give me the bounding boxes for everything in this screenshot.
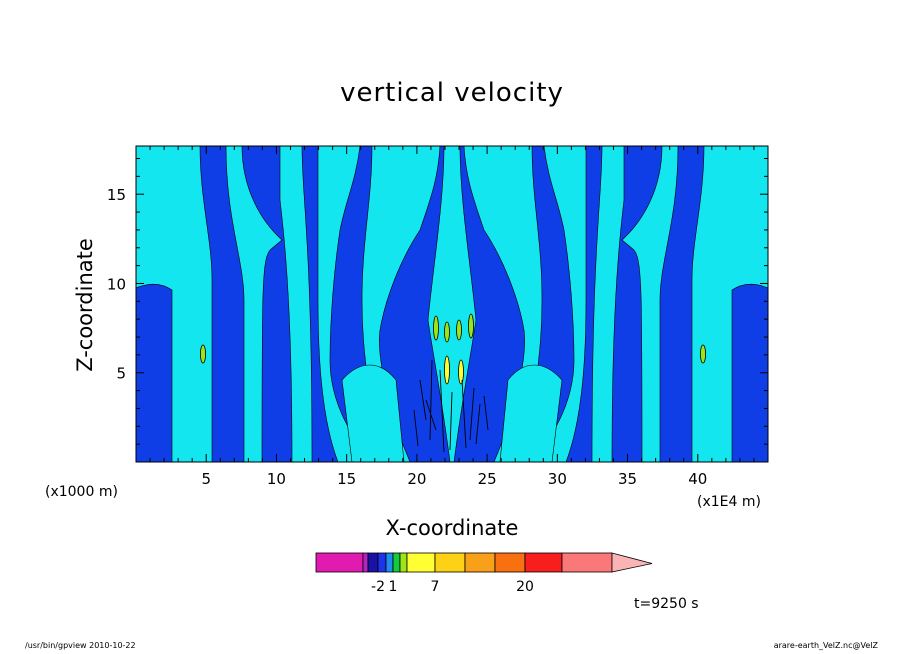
colorbar-label: 20 xyxy=(516,579,534,595)
x-tick-label: 20 xyxy=(407,470,426,488)
cyan-region-4 xyxy=(317,146,371,462)
footer-left: /usr/bin/gpview 2010-10-22 xyxy=(25,641,136,650)
cyan-region-left xyxy=(136,146,213,462)
x-axis-label: X-coordinate xyxy=(385,516,519,540)
x-tick-label: 30 xyxy=(548,470,567,488)
cyan-region-3 xyxy=(279,146,313,462)
positive-cell xyxy=(456,319,462,341)
positive-cell-strong xyxy=(444,355,450,385)
colorbar-segment xyxy=(434,552,466,573)
y-tick-label: 15 xyxy=(107,186,126,204)
colorbar-segment xyxy=(524,552,563,573)
y-tick-label: 10 xyxy=(107,275,126,293)
chart-title: vertical velocity xyxy=(340,78,564,108)
colorbar-label: -2 xyxy=(371,579,385,595)
positive-cell-strong xyxy=(458,359,464,385)
colorbar-segment xyxy=(362,552,369,573)
positive-cell xyxy=(433,315,439,341)
colorbar-extend-arrow xyxy=(611,552,653,573)
cyan-region-bottom-right xyxy=(499,364,563,462)
cyan-region-2r xyxy=(621,146,679,462)
colorbar-label: 1 xyxy=(389,579,398,595)
x-tick-label: 40 xyxy=(688,470,707,488)
x-tick-label: 15 xyxy=(337,470,356,488)
y-tick-label: 5 xyxy=(116,365,126,383)
colorbar-segment xyxy=(399,552,408,573)
cyan-region-2 xyxy=(225,146,283,462)
positive-cell xyxy=(700,344,707,364)
x-tick-label: 35 xyxy=(618,470,637,488)
colorbar-segment xyxy=(385,552,394,573)
colorbar: -2 1 7 20 xyxy=(315,552,653,595)
colorbar-segment xyxy=(494,552,526,573)
colorbar-segment xyxy=(367,552,379,573)
colorbar-segment xyxy=(377,552,387,573)
plot-frame xyxy=(135,145,769,463)
y-axis-label: Z-coordinate xyxy=(73,238,97,372)
x-tick-label: 25 xyxy=(478,470,497,488)
cyan-region-3r xyxy=(591,146,625,462)
x-multiplier-label: (x1000 m) xyxy=(45,484,118,500)
positive-cell xyxy=(444,321,450,343)
positive-cell xyxy=(468,313,474,339)
colorbar-segment xyxy=(561,552,613,573)
cyan-region-center xyxy=(427,146,477,462)
colorbar-segment xyxy=(392,552,401,573)
cyan-region-bottom-left xyxy=(341,364,405,462)
positive-cell xyxy=(199,344,206,364)
x-tick-label: 10 xyxy=(267,470,286,488)
colorbar-segment xyxy=(464,552,496,573)
contour-line xyxy=(413,359,489,453)
colorbar-segment xyxy=(406,552,436,573)
time-annotation: t=9250 s xyxy=(634,596,699,612)
x-tick-label: 5 xyxy=(201,470,211,488)
cyan-region-4r xyxy=(533,146,587,462)
x-unit-label: (x1E4 m) xyxy=(697,494,761,510)
colorbar-segment xyxy=(315,552,364,573)
colorbar-label: 7 xyxy=(431,579,440,595)
footer-right: arare-earth_VelZ.nc@VelZ xyxy=(773,641,878,650)
cyan-region-right xyxy=(691,146,768,462)
